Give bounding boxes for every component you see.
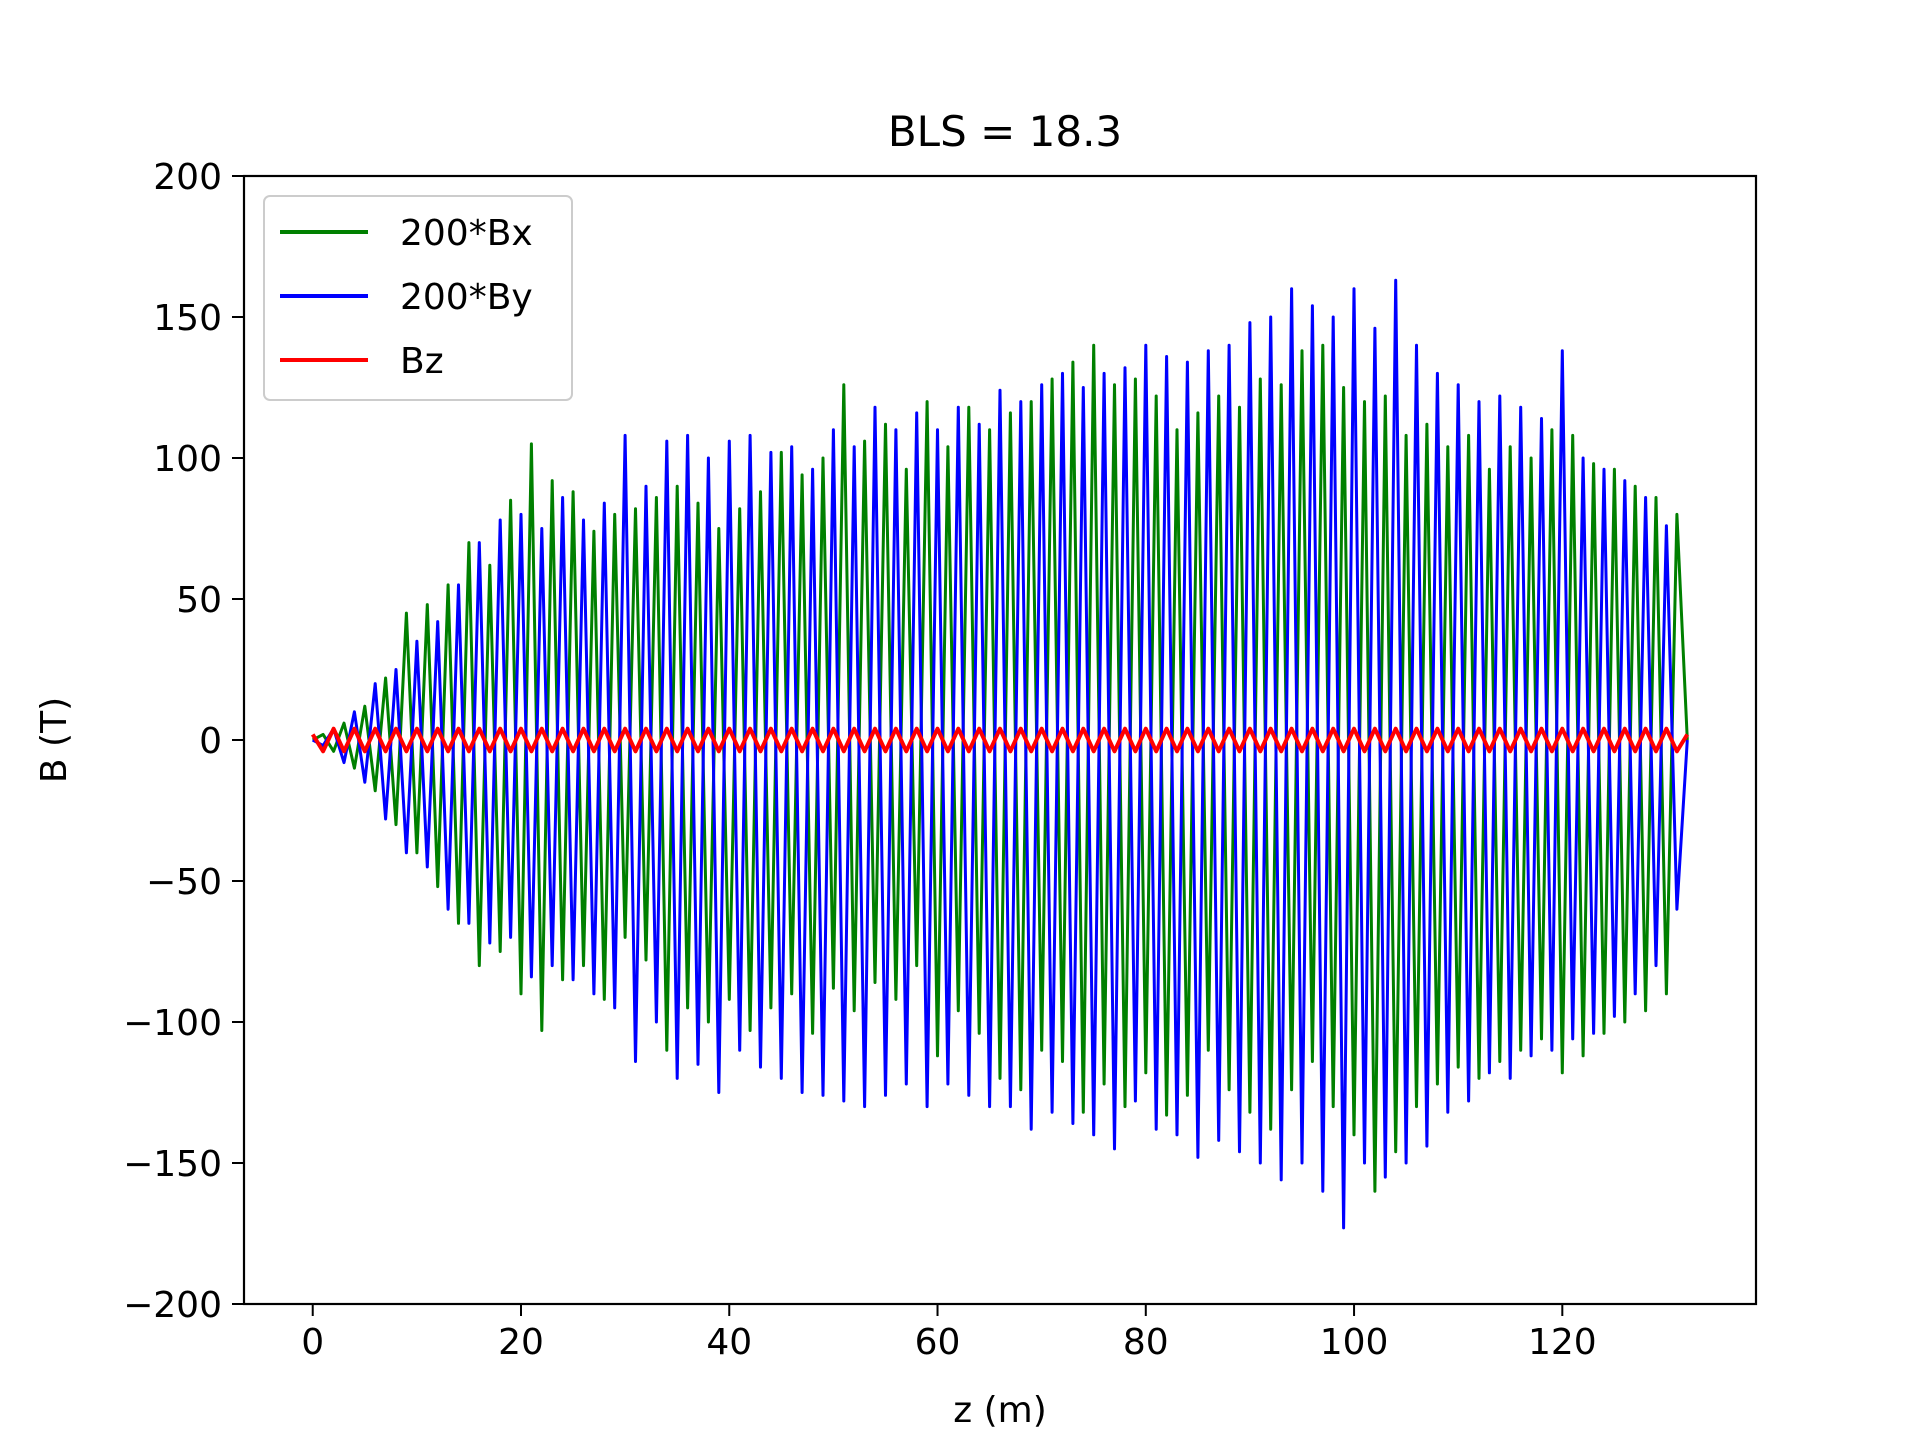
- x-tick-label: 120: [1528, 1322, 1597, 1363]
- y-axis: −200 −150 −100 −50 0 50 100 150 200: [123, 157, 244, 1326]
- legend-entry: 200*Bx: [280, 213, 533, 254]
- legend-label: 200*Bx: [400, 213, 533, 254]
- y-tick-label: 50: [176, 580, 222, 621]
- y-tick-label: −200: [123, 1285, 222, 1326]
- legend-label: 200*By: [400, 277, 533, 318]
- series-line-3: [310, 726, 1690, 754]
- x-tick-label: 60: [915, 1322, 961, 1363]
- y-tick-label: 150: [153, 298, 222, 339]
- y-tick-label: −150: [123, 1144, 222, 1185]
- y-tick-label: 100: [153, 439, 222, 480]
- legend-entry: Bz: [280, 341, 444, 382]
- series-line-1: [311, 343, 1689, 1193]
- series-line-2: [311, 278, 1689, 1230]
- x-axis-label: z (m): [953, 1390, 1047, 1431]
- legend: 200*Bx 200*By Bz: [263, 195, 573, 401]
- series-layer: [310, 278, 1690, 1230]
- x-axis: 0 20 40 60 80 100 120: [301, 1304, 1597, 1363]
- x-tick-label: 100: [1320, 1322, 1389, 1363]
- x-tick-label: 40: [706, 1322, 752, 1363]
- x-tick-label: 0: [301, 1322, 324, 1363]
- y-tick-label: 0: [199, 721, 222, 762]
- y-tick-label: −50: [146, 862, 222, 903]
- x-tick-label: 80: [1123, 1322, 1169, 1363]
- y-tick-label: −100: [123, 1003, 222, 1044]
- y-axis-label: B (T): [34, 697, 75, 783]
- x-tick-label: 20: [498, 1322, 544, 1363]
- legend-label: Bz: [400, 341, 444, 382]
- legend-entry: 200*By: [280, 277, 533, 318]
- legend-box: [263, 195, 573, 401]
- chart-title: BLS = 18.3: [888, 107, 1122, 156]
- y-tick-label: 200: [153, 157, 222, 198]
